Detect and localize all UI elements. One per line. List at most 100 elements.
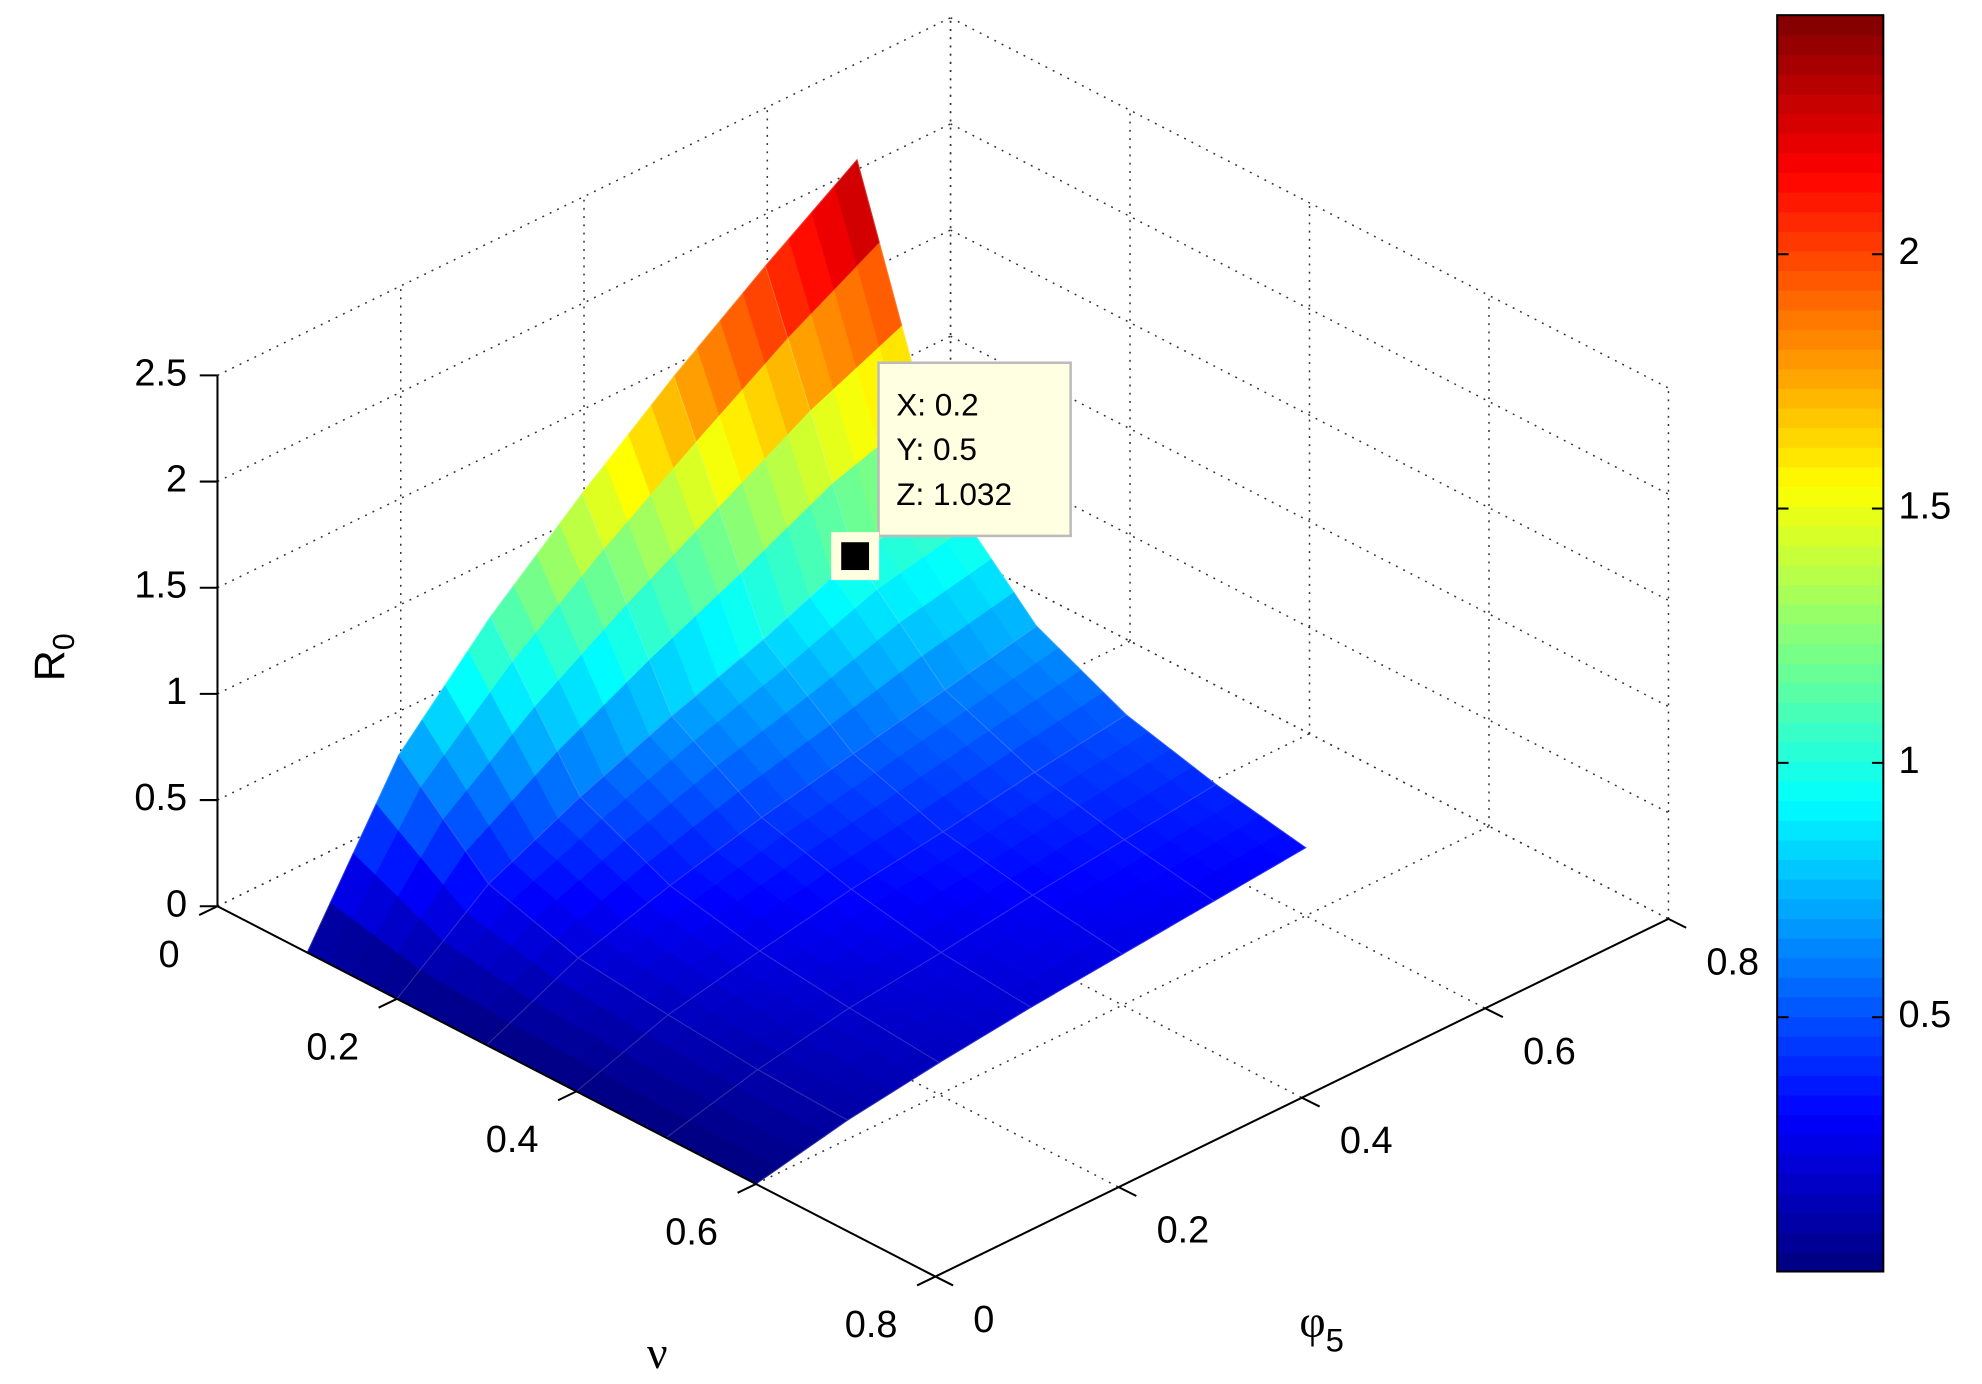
colorbar-band [1777, 1153, 1884, 1175]
x-tick [737, 1183, 757, 1194]
y-tick [1118, 1186, 1137, 1197]
datatip-line: Y: 0.5 [896, 431, 977, 467]
colorbar-band [1777, 113, 1884, 134]
colorbar-band [1777, 54, 1884, 75]
colorbar-band [1777, 388, 1884, 409]
surface [306, 158, 1307, 1185]
colorbar-band [1777, 1212, 1884, 1234]
colorbar-tick-label: 0.5 [1898, 994, 1951, 1036]
colorbar-band [1777, 74, 1884, 95]
colorbar-band [1777, 820, 1884, 841]
colorbar-band [1777, 250, 1884, 272]
z-label-main: R [27, 650, 75, 681]
x-axis-label: ν [647, 1327, 668, 1378]
surface-cell [667, 950, 851, 1071]
y-tick-label: 0.2 [1157, 1210, 1210, 1252]
datatip-line: X: 0.2 [896, 386, 979, 422]
x-tick [557, 1090, 577, 1102]
surface-cell [944, 625, 1128, 773]
colorbar-band [1777, 780, 1884, 802]
z-tick-label: 0 [166, 883, 187, 925]
surface-cell [396, 883, 580, 1046]
datatip-line: Z: 1.032 [896, 476, 1012, 512]
colorbar-band [1777, 702, 1884, 723]
colorbar-band [1777, 270, 1884, 291]
x-tick-label: 0 [158, 934, 179, 976]
y-tick-label: 0.6 [1523, 1031, 1576, 1073]
x-tick [916, 1275, 936, 1287]
colorbar-band [1777, 918, 1884, 939]
colorbar-band [1777, 1094, 1884, 1116]
colorbar-band [1777, 447, 1884, 468]
colorbar-band [1777, 407, 1884, 429]
axes: 0 0.5 1 1.5 2 2.5 0 0.2 0.4 0.6 0.8 0 0.2 0.4 0.6 0.8 [134, 352, 1759, 1346]
y-tick-label: 0 [973, 1299, 994, 1341]
y-tick [934, 1275, 954, 1287]
colorbar-band [1777, 996, 1884, 1018]
colorbar-band [1777, 329, 1884, 350]
surface-cell [673, 265, 856, 641]
colorbar-band [1777, 34, 1884, 56]
colorbar-band [1777, 800, 1884, 821]
z-tick-label: 2 [166, 459, 187, 501]
colorbar-tick-label: 1.5 [1898, 486, 1951, 528]
x-tick [198, 905, 218, 916]
colorbar: 0.5 1 1.5 2 [1776, 14, 1951, 1273]
colorbar-band [1777, 878, 1884, 900]
x-tick-label: 0.4 [486, 1119, 539, 1161]
colorbar-band [1777, 466, 1884, 488]
y-tick [1484, 1007, 1504, 1019]
x-tick-label: 0.2 [306, 1026, 359, 1068]
colorbar-band [1777, 132, 1884, 154]
x-tick [378, 997, 398, 1009]
colorbar-band [1777, 1173, 1884, 1194]
colorbar-band [1777, 898, 1884, 919]
colorbar-band [1777, 15, 1884, 36]
colorbar-band [1777, 93, 1884, 115]
y-tick-label: 0.8 [1706, 941, 1759, 983]
surface-cell [756, 1007, 941, 1121]
y-label-sub: 5 [1326, 1321, 1344, 1358]
x-tick-label: 0.8 [845, 1304, 898, 1346]
colorbar-band [1777, 348, 1884, 370]
colorbar-band [1777, 957, 1884, 978]
y-tick [1668, 917, 1687, 929]
surface-cell [665, 1069, 849, 1185]
datatip-box [877, 361, 1072, 538]
y-tick [1301, 1096, 1321, 1108]
colorbar-band [1777, 643, 1884, 664]
colorbar-band [1777, 721, 1884, 743]
colorbar-band [1777, 1016, 1884, 1037]
colorbar-band [1777, 604, 1884, 625]
colorbar-band [1777, 172, 1884, 193]
colorbar-tick-label: 2 [1898, 231, 1919, 273]
y-axis-label: φ5 [1299, 1297, 1344, 1358]
colorbar-band [1777, 289, 1884, 311]
colorbar-band [1777, 839, 1884, 861]
colorbar-band [1777, 368, 1884, 389]
colorbar-band [1777, 977, 1884, 998]
colorbar-band [1777, 662, 1884, 684]
colorbar-band [1777, 1075, 1884, 1096]
surface-cell [581, 375, 765, 717]
colorbar-band [1777, 152, 1884, 173]
colorbar-band [1777, 761, 1884, 782]
colorbar-band [1777, 584, 1884, 605]
surface-cell [760, 753, 944, 890]
colorbar-band [1777, 309, 1884, 331]
colorbar-band [1777, 1251, 1884, 1273]
colorbar-band [1777, 525, 1884, 546]
z-label-sub: 0 [48, 633, 81, 650]
colorbar-band [1777, 486, 1884, 507]
z-tick-label: 1.5 [134, 565, 187, 607]
surface-cell [669, 816, 853, 952]
surface-cell [575, 1014, 759, 1139]
colorbar-tick-label: 1 [1898, 740, 1919, 782]
grid-line [950, 123, 1669, 495]
surface-cell [1033, 714, 1217, 841]
colorbar-band [1777, 1035, 1884, 1057]
x-tick-label: 0.6 [665, 1212, 718, 1254]
colorbar-band [1777, 545, 1884, 566]
colorbar-band [1777, 937, 1884, 959]
